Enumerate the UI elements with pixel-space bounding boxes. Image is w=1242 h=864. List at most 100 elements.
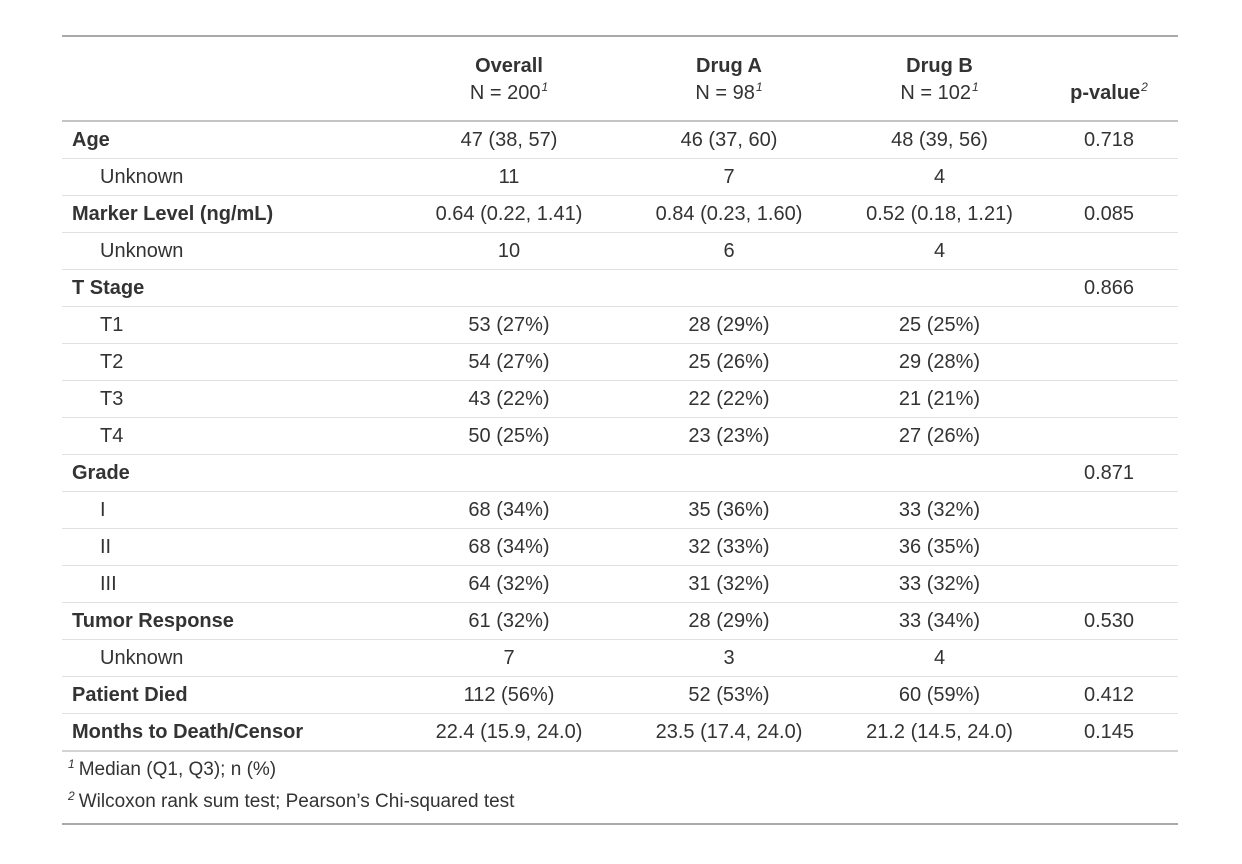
table-row: Tumor Response 61 (32%) 28 (29%) 33 (34%) 0.… [62,602,1178,640]
cell-overall [399,269,619,307]
cell-drug-b: 29 (28%) [839,343,1040,381]
cell-p-value: 0.085 [1040,195,1178,233]
cell-drug-a: 28 (29%) [619,306,839,344]
cell-p-value: 0.412 [1040,676,1178,714]
footnote-row: 1 Median (Q1, Q3); n (%) [62,751,1178,784]
cell-overall: 53 (27%) [399,306,619,344]
cell-overall: 43 (22%) [399,380,619,418]
column-label: p-value [1070,82,1141,104]
cell-p-value [1040,491,1178,529]
cell-p-value [1040,232,1178,270]
table-footnotes: 1 Median (Q1, Q3); n (%) 2 Wilcoxon rank s… [62,751,1178,825]
row-label: T3 [62,380,399,418]
cell-drug-a [619,454,839,492]
footnote-mark: 1 [755,80,763,95]
cell-drug-a: 3 [619,639,839,677]
cell-drug-b [839,454,1040,492]
cell-drug-a: 25 (26%) [619,343,839,381]
cell-drug-b: 33 (34%) [839,602,1040,640]
cell-overall [399,454,619,492]
summary-table-container: Overall N = 2001 Drug A N = 981 Drug B N… [62,35,1178,825]
column-n: N = 2001 [403,80,615,107]
table-row: Unknown 7 3 4 [62,639,1178,677]
cell-drug-a: 52 (53%) [619,676,839,714]
footnote-mark: 1 [541,80,549,95]
column-label: Drug B [906,55,973,77]
footnote-mark: 2 [1141,80,1148,95]
row-label: Marker Level (ng/mL) [62,195,399,233]
row-label: Tumor Response [62,602,399,640]
row-label: T2 [62,343,399,381]
cell-p-value [1040,343,1178,381]
table-row: T Stage 0.866 [62,269,1178,307]
summary-table: Overall N = 2001 Drug A N = 981 Drug B N… [62,35,1178,825]
footnote-text: Median (Q1, Q3); n (%) [78,759,277,780]
n-text: N = 98 [695,82,755,104]
row-label: T1 [62,306,399,344]
table-row: T3 43 (22%) 22 (22%) 21 (21%) [62,380,1178,418]
cell-drug-b [839,269,1040,307]
cell-drug-a: 7 [619,158,839,196]
cell-overall: 68 (34%) [399,491,619,529]
cell-drug-a: 35 (36%) [619,491,839,529]
row-label: Unknown [62,232,399,270]
column-n: N = 981 [623,80,835,107]
column-header-characteristic [62,35,399,122]
cell-overall: 68 (34%) [399,528,619,566]
cell-overall: 0.64 (0.22, 1.41) [399,195,619,233]
footnote-mark: 2 [68,788,75,803]
table-row: Grade 0.871 [62,454,1178,492]
cell-drug-b: 21 (21%) [839,380,1040,418]
row-label: Age [62,121,399,159]
row-label: T Stage [62,269,399,307]
cell-drug-a: 6 [619,232,839,270]
cell-drug-a: 23 (23%) [619,417,839,455]
table-row: Months to Death/Censor 22.4 (15.9, 24.0) 2… [62,713,1178,752]
column-label: Drug A [696,55,762,77]
cell-overall: 7 [399,639,619,677]
cell-drug-a: 31 (32%) [619,565,839,603]
row-label: Months to Death/Censor [62,713,399,752]
row-label: III [62,565,399,603]
cell-overall: 22.4 (15.9, 24.0) [399,713,619,752]
cell-p-value [1040,306,1178,344]
footnote-1: 1 Median (Q1, Q3); n (%) [62,751,1178,784]
row-label: Unknown [62,639,399,677]
table-header: Overall N = 2001 Drug A N = 981 Drug B N… [62,35,1178,122]
row-label: Patient Died [62,676,399,714]
cell-drug-a: 0.84 (0.23, 1.60) [619,195,839,233]
table-row: Patient Died 112 (56%) 52 (53%) 60 (59%) 0.4… [62,676,1178,714]
table-row: II 68 (34%) 32 (33%) 36 (35%) [62,528,1178,566]
row-label: T4 [62,417,399,455]
table-row: T2 54 (27%) 25 (26%) 29 (28%) [62,343,1178,381]
cell-p-value [1040,639,1178,677]
footnote-2: 2 Wilcoxon rank sum test; Pearson’s Chi-s… [62,784,1178,825]
table-body: Age 47 (38, 57) 46 (37, 60) 48 (39, 56) 0.71… [62,121,1178,752]
cell-p-value [1040,565,1178,603]
row-label: II [62,528,399,566]
cell-overall: 10 [399,232,619,270]
row-label: Grade [62,454,399,492]
cell-drug-b: 36 (35%) [839,528,1040,566]
table-row: T4 50 (25%) 23 (23%) 27 (26%) [62,417,1178,455]
table-row: Unknown 11 7 4 [62,158,1178,196]
cell-p-value: 0.145 [1040,713,1178,752]
column-header-p-value: p-value2 [1040,35,1178,122]
table-row: Age 47 (38, 57) 46 (37, 60) 48 (39, 56) 0.71… [62,121,1178,159]
cell-drug-b: 0.52 (0.18, 1.21) [839,195,1040,233]
row-label: I [62,491,399,529]
cell-overall: 112 (56%) [399,676,619,714]
cell-overall: 64 (32%) [399,565,619,603]
cell-drug-b: 33 (32%) [839,491,1040,529]
column-header-overall: Overall N = 2001 [399,35,619,122]
table-row: III 64 (32%) 31 (32%) 33 (32%) [62,565,1178,603]
cell-drug-b: 4 [839,232,1040,270]
n-text: N = 102 [900,82,971,104]
cell-p-value [1040,528,1178,566]
cell-drug-b: 27 (26%) [839,417,1040,455]
column-header-drug-a: Drug A N = 981 [619,35,839,122]
cell-drug-a [619,269,839,307]
footnote-mark: 1 [68,756,75,771]
footnote-mark: 1 [971,80,979,95]
row-label: Unknown [62,158,399,196]
